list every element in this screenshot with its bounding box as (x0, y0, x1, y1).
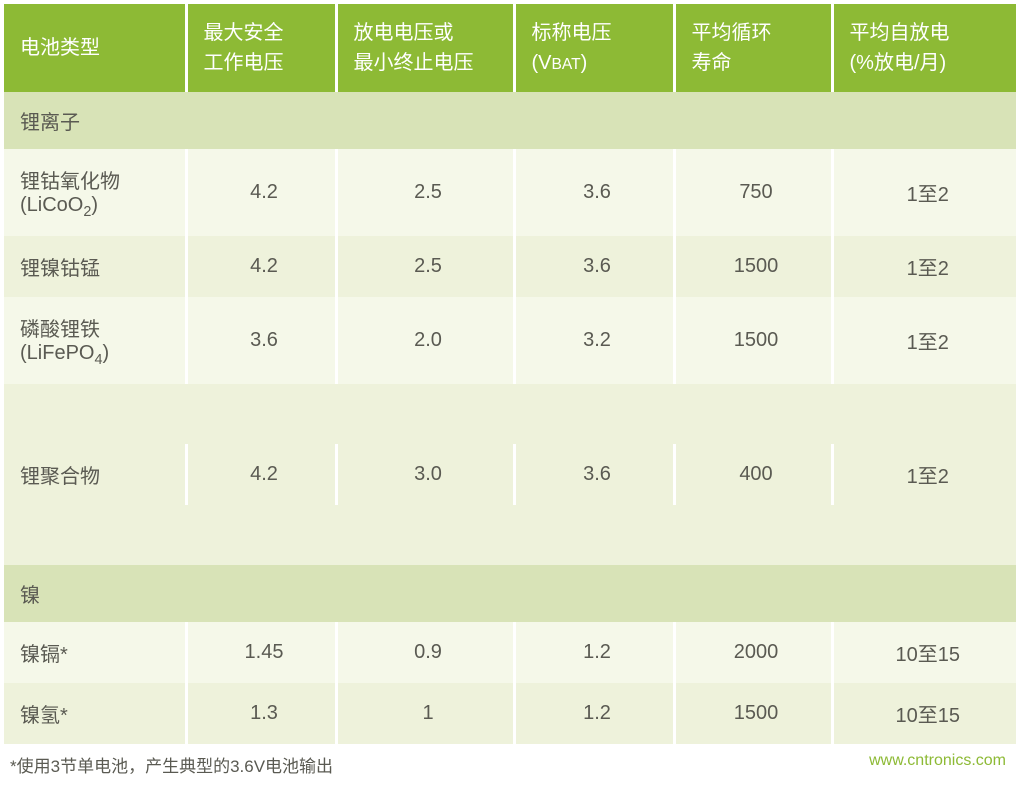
cell-cycles: 1500 (674, 297, 832, 384)
cell-vmin: 2.5 (336, 236, 514, 297)
cell-vnom: 1.2 (514, 683, 674, 744)
cell-vnom: 3.6 (514, 236, 674, 297)
cell-type: 镍氢* (4, 683, 186, 744)
table-row: 锂聚合物4.23.03.64001至2 (4, 444, 1016, 505)
cell-cycles: 750 (674, 149, 832, 236)
table-row: 镍氢*1.311.2150010至15 (4, 683, 1016, 744)
cell-vnom: 3.6 (514, 149, 674, 236)
cell-selfdischarge: 10至15 (832, 622, 1016, 683)
table-row: 镍镉*1.450.91.2200010至15 (4, 622, 1016, 683)
cell-vmax: 4.2 (186, 236, 336, 297)
cell-type: 锂聚合物 (4, 444, 186, 505)
section-title: 锂离子 (4, 92, 1016, 149)
footnote: *使用3节单电池，产生典型的3.6V电池输出 (4, 744, 337, 777)
spacer-row (4, 384, 1016, 444)
cell-vmin: 0.9 (336, 622, 514, 683)
section-row: 镍 (4, 565, 1016, 622)
cell-vmax: 4.2 (186, 444, 336, 505)
cell-selfdischarge: 1至2 (832, 297, 1016, 384)
cell-selfdischarge: 10至15 (832, 683, 1016, 744)
col-header-vnom: 标称电压(VBAT) (514, 4, 674, 92)
cell-type: 磷酸锂铁(LiFePO4) (4, 297, 186, 384)
cell-vnom: 3.6 (514, 444, 674, 505)
cell-vmax: 1.3 (186, 683, 336, 744)
section-row: 锂离子 (4, 92, 1016, 149)
battery-comparison-table: 电池类型 最大安全工作电压 放电电压或最小终止电压 标称电压(VBAT) 平均循… (4, 4, 1016, 744)
cell-cycles: 1500 (674, 236, 832, 297)
table-row: 锂镍钴锰4.22.53.615001至2 (4, 236, 1016, 297)
col-header-type: 电池类型 (4, 4, 186, 92)
cell-vmin: 3.0 (336, 444, 514, 505)
cell-vmin: 2.5 (336, 149, 514, 236)
table-row: 磷酸锂铁(LiFePO4)3.62.03.215001至2 (4, 297, 1016, 384)
col-header-vmin: 放电电压或最小终止电压 (336, 4, 514, 92)
cell-vmax: 3.6 (186, 297, 336, 384)
cell-vnom: 3.2 (514, 297, 674, 384)
table-row: 锂钴氧化物(LiCoO2)4.22.53.67501至2 (4, 149, 1016, 236)
cell-vmin: 2.0 (336, 297, 514, 384)
cell-cycles: 2000 (674, 622, 832, 683)
cell-type: 锂钴氧化物(LiCoO2) (4, 149, 186, 236)
table-header-row: 电池类型 最大安全工作电压 放电电压或最小终止电压 标称电压(VBAT) 平均循… (4, 4, 1016, 92)
cell-vmin: 1 (336, 683, 514, 744)
spacer-row (4, 505, 1016, 565)
cell-selfdischarge: 1至2 (832, 444, 1016, 505)
cell-vnom: 1.2 (514, 622, 674, 683)
col-header-selfdischarge: 平均自放电(%放电/月) (832, 4, 1016, 92)
cell-cycles: 1500 (674, 683, 832, 744)
cell-type: 镍镉* (4, 622, 186, 683)
cell-selfdischarge: 1至2 (832, 149, 1016, 236)
cell-vmax: 1.45 (186, 622, 336, 683)
cell-vmax: 4.2 (186, 149, 336, 236)
section-title: 镍 (4, 565, 1016, 622)
cell-selfdischarge: 1至2 (832, 236, 1016, 297)
col-header-vmax: 最大安全工作电压 (186, 4, 336, 92)
col-header-cycles: 平均循环寿命 (674, 4, 832, 92)
cell-cycles: 400 (674, 444, 832, 505)
cell-type: 锂镍钴锰 (4, 236, 186, 297)
watermark: www.cntronics.com (869, 744, 1016, 770)
